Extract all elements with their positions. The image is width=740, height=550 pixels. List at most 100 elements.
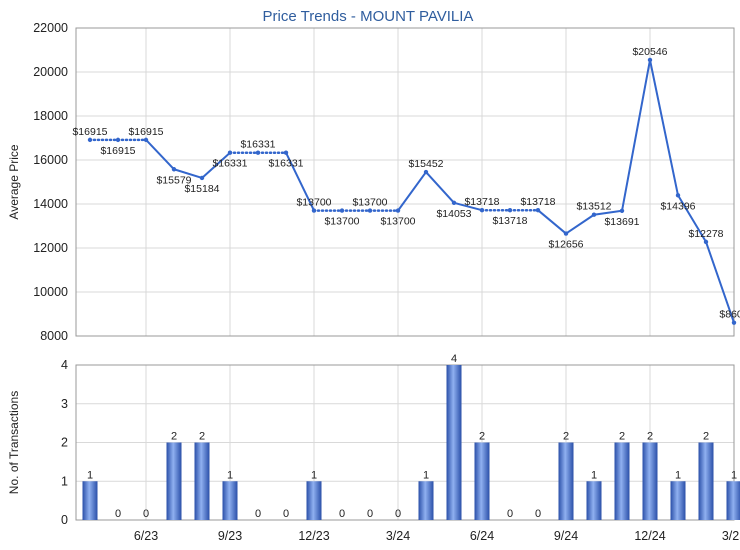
price-line-segment [453, 201, 483, 212]
price-y-tick-label: 16000 [33, 153, 68, 167]
transactions-bar [642, 442, 658, 520]
transactions-bar [306, 481, 322, 520]
x-tick-label: 12/23 [298, 529, 329, 543]
price-point-label: $15579 [156, 174, 191, 186]
price-y-tick-label: 20000 [33, 65, 68, 79]
price-point [535, 208, 541, 213]
transactions-y-axis-label: No. of Transactions [7, 391, 21, 494]
price-point-label: $15452 [408, 158, 443, 170]
price-y-tick-label: 14000 [33, 197, 68, 211]
transactions-bar-label: 2 [199, 431, 205, 443]
transactions-bar-label: 1 [731, 469, 737, 481]
transactions-bar [166, 442, 182, 520]
transactions-bar-label: 0 [339, 508, 345, 520]
transactions-bar-label: 4 [451, 353, 457, 365]
price-point [675, 193, 681, 198]
price-point-label: $12656 [548, 239, 583, 251]
price-point [451, 200, 457, 206]
price-point [199, 175, 205, 181]
price-point [311, 208, 317, 213]
price-y-tick-label: 18000 [33, 109, 68, 123]
price-point [395, 208, 401, 213]
transactions-bar-label: 2 [647, 431, 653, 443]
chart-title: Price Trends - MOUNT PAVILIA [263, 8, 474, 25]
transactions-bar [726, 481, 740, 520]
transactions-y-tick-label: 3 [61, 397, 68, 411]
price-line-segment [621, 58, 651, 212]
price-point [115, 137, 121, 143]
price-point [563, 231, 569, 236]
price-point-label: $16915 [72, 126, 107, 138]
price-panel: 8000 10000 12000 14000 16000 18000 20000 22000 A… [7, 21, 740, 343]
price-point [591, 212, 597, 217]
transactions-bar-label: 2 [703, 431, 709, 443]
x-tick-label: 9/23 [218, 529, 242, 543]
transactions-bar [82, 481, 98, 520]
transactions-bar-label: 0 [255, 508, 261, 520]
x-tick-label: 6/24 [470, 529, 494, 543]
transactions-bar [222, 481, 238, 520]
transactions-y-tick-label: 4 [61, 358, 68, 372]
price-point-label: $16915 [128, 126, 163, 138]
price-y-tick-label: 8000 [40, 329, 68, 343]
price-point-label: $13700 [380, 216, 415, 228]
transactions-bar-label: 0 [143, 508, 149, 520]
transactions-bar [474, 442, 490, 520]
price-line-segment [397, 171, 427, 212]
price-point-label: $13718 [520, 196, 555, 208]
price-point-label: $13718 [464, 196, 499, 208]
transactions-bar-label: 0 [115, 508, 121, 520]
transactions-bar-label: 1 [675, 469, 681, 481]
price-point [255, 150, 261, 155]
price-point-label: $13700 [352, 197, 387, 209]
transactions-bar-label: 0 [395, 508, 401, 520]
price-y-tick-label: 22000 [33, 21, 68, 35]
price-point [647, 57, 653, 63]
price-point-label: $14396 [660, 200, 695, 212]
price-point-label: $13700 [296, 197, 331, 209]
price-point-label: $16915 [100, 145, 135, 157]
transactions-bar [670, 481, 686, 520]
price-point [423, 169, 429, 175]
price-line-segment [677, 194, 707, 243]
transactions-bar-label: 0 [367, 508, 373, 520]
transactions-bar [614, 442, 630, 520]
transactions-y-tick-label: 2 [61, 436, 68, 450]
price-point-label: $13718 [492, 215, 527, 227]
price-point [87, 137, 93, 143]
transactions-bar [446, 365, 462, 520]
transactions-bar-label: 1 [423, 469, 429, 481]
price-line-segment [173, 168, 203, 179]
price-point [507, 208, 513, 213]
price-point [339, 208, 345, 213]
price-line-segment [565, 213, 595, 235]
transactions-bar-label: 0 [535, 508, 541, 520]
transactions-bar [558, 442, 574, 520]
price-y-axis-label: Average Price [7, 144, 21, 219]
price-line-segment [425, 171, 455, 204]
price-point [227, 150, 233, 155]
price-point-label: $14053 [436, 208, 471, 220]
price-point [479, 208, 485, 213]
transactions-bar [418, 481, 434, 520]
price-plot-frame [75, 27, 735, 337]
price-point-label: $16331 [240, 139, 275, 151]
price-point-label: $16331 [212, 158, 247, 170]
transactions-bar-label: 1 [311, 469, 317, 481]
x-tick-label: 3/25 [722, 529, 740, 543]
transactions-bar-label: 2 [479, 431, 485, 443]
price-point [171, 167, 177, 172]
transactions-bar-label: 1 [87, 469, 93, 481]
transactions-panel: 0 1 2 3 4 6/23 9/23 12/23 3/24 6/24 9/24 12/24 3/25 N… [7, 353, 740, 543]
price-y-tick-label: 12000 [33, 241, 68, 255]
transactions-bar-label: 0 [283, 508, 289, 520]
price-line-segment [705, 240, 735, 324]
price-line-segment [285, 151, 315, 212]
price-point [731, 320, 737, 325]
price-point [143, 137, 149, 143]
price-point-label: $15184 [184, 183, 219, 195]
price-line-segment [537, 209, 567, 235]
price-point [283, 150, 289, 155]
transactions-bar-label: 1 [227, 469, 233, 481]
